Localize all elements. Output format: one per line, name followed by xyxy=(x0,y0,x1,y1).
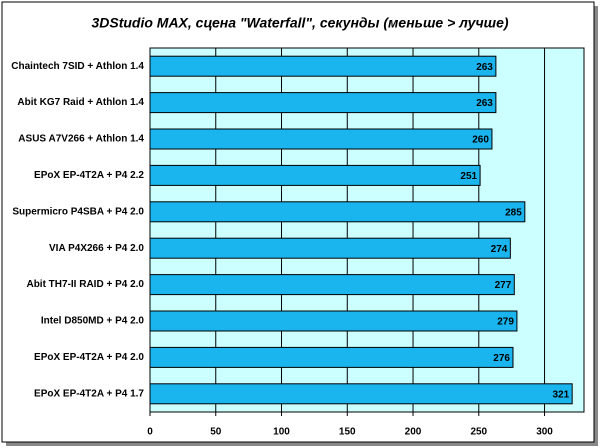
bar xyxy=(149,55,497,77)
y-tick-label: Supermicro P4SBA + P4 2.0 xyxy=(12,206,144,217)
bar xyxy=(149,274,515,296)
value-label: 276 xyxy=(493,353,510,364)
bar xyxy=(149,346,514,368)
value-label: 260 xyxy=(472,135,489,146)
x-tick-label: 200 xyxy=(405,427,422,438)
y-tick-label: VIA P4X266 + P4 2.0 xyxy=(49,243,144,254)
value-label: 285 xyxy=(505,207,522,218)
y-tick-label: Abit KG7 Raid + Athlon 1.4 xyxy=(17,97,144,108)
y-tick-label: Abit TH7-II RAID + P4 2.0 xyxy=(26,279,144,290)
x-tick-label: 300 xyxy=(536,427,553,438)
x-tick-label: 50 xyxy=(210,427,222,438)
bar xyxy=(149,383,573,405)
y-tick-label: EPoX EP-4T2A + P4 2.2 xyxy=(34,170,144,181)
y-tick-label: ASUS A7V266 + Athlon 1.4 xyxy=(18,134,144,145)
bar xyxy=(149,237,511,259)
bar xyxy=(149,128,493,150)
x-tick-label: 250 xyxy=(470,427,487,438)
x-tick-label: 0 xyxy=(147,427,153,438)
y-tick-label: Intel D850MD + P4 2.0 xyxy=(41,316,145,327)
bar xyxy=(149,201,526,223)
bar xyxy=(149,164,481,186)
value-label: 279 xyxy=(497,317,514,328)
value-label: 321 xyxy=(552,389,569,400)
bar xyxy=(149,92,497,114)
value-label: 251 xyxy=(460,171,477,182)
x-tick-label: 100 xyxy=(273,427,290,438)
value-label: 274 xyxy=(491,244,508,255)
value-label: 263 xyxy=(476,98,493,109)
y-tick-label: EPoX EP-4T2A + P4 1.7 xyxy=(34,388,144,399)
value-label: 277 xyxy=(495,280,512,291)
x-tick-label: 150 xyxy=(339,427,356,438)
y-tick-label: EPoX EP-4T2A + P4 2.0 xyxy=(34,352,144,363)
bar xyxy=(149,310,518,332)
chart-title: 3DStudio MAX, сцена "Waterfall", секунды… xyxy=(91,15,508,31)
y-tick-label: Chaintech 7SID + Athlon 1.4 xyxy=(11,61,144,72)
value-label: 263 xyxy=(476,62,493,73)
